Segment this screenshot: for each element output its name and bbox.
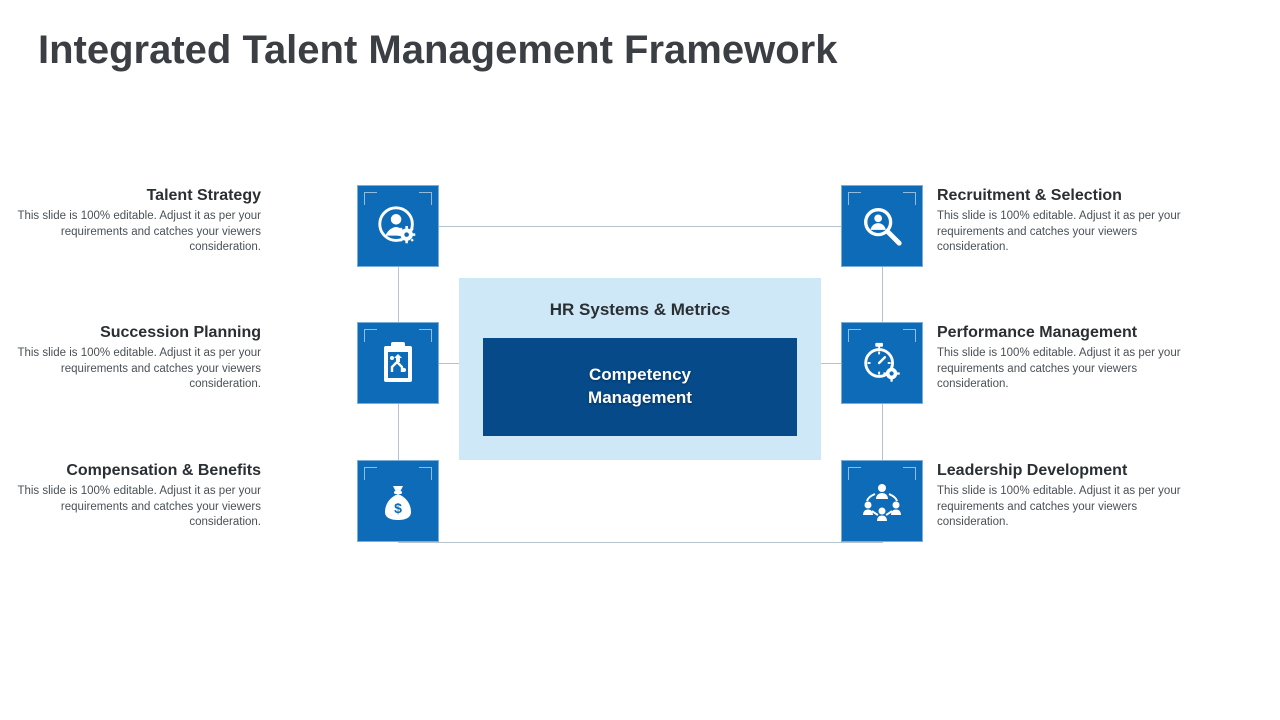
node-text: Talent Strategy This slide is 100% edita…	[11, 187, 261, 256]
svg-text:$: $	[394, 500, 402, 516]
node-desc: This slide is 100% editable. Adjust it a…	[11, 484, 261, 531]
node-desc: This slide is 100% editable. Adjust it a…	[11, 209, 261, 256]
stopwatch-gear-icon	[859, 340, 905, 386]
node-text: Leadership Development This slide is 100…	[937, 462, 1187, 531]
node-text: Succession Planning This slide is 100% e…	[11, 324, 261, 393]
node-text: Recruitment & Selection This slide is 10…	[937, 187, 1187, 256]
performance-tile	[841, 322, 923, 404]
compensation-tile: $	[357, 460, 439, 542]
center-inner-label: CompetencyManagement	[588, 364, 692, 410]
money-bag-icon: $	[377, 478, 419, 524]
team-icon	[858, 479, 906, 523]
center-inner: CompetencyManagement	[483, 338, 797, 436]
node-title: Recruitment & Selection	[937, 187, 1187, 205]
talent-strategy-tile	[357, 185, 439, 267]
slide: Integrated Talent Management Framework H…	[0, 0, 1280, 720]
succession-planning-tile	[357, 322, 439, 404]
recruitment-tile	[841, 185, 923, 267]
connector	[398, 226, 883, 227]
search-person-icon	[859, 203, 905, 249]
node-text: Compensation & Benefits This slide is 10…	[11, 462, 261, 531]
node-title: Compensation & Benefits	[11, 462, 261, 480]
center-outer: HR Systems & Metrics CompetencyManagemen…	[459, 278, 821, 460]
node-title: Leadership Development	[937, 462, 1187, 480]
node-desc: This slide is 100% editable. Adjust it a…	[937, 346, 1187, 393]
node-title: Performance Management	[937, 324, 1187, 342]
clipboard-plan-icon	[377, 340, 419, 386]
person-gear-icon	[375, 203, 421, 249]
center-outer-label: HR Systems & Metrics	[550, 300, 730, 320]
connector	[439, 363, 459, 364]
connector	[398, 542, 883, 543]
node-desc: This slide is 100% editable. Adjust it a…	[11, 346, 261, 393]
node-text: Performance Management This slide is 100…	[937, 324, 1187, 393]
node-desc: This slide is 100% editable. Adjust it a…	[937, 484, 1187, 531]
leadership-tile	[841, 460, 923, 542]
connector	[821, 363, 841, 364]
page-title: Integrated Talent Management Framework	[38, 28, 837, 73]
node-desc: This slide is 100% editable. Adjust it a…	[937, 209, 1187, 256]
node-title: Talent Strategy	[11, 187, 261, 205]
node-title: Succession Planning	[11, 324, 261, 342]
